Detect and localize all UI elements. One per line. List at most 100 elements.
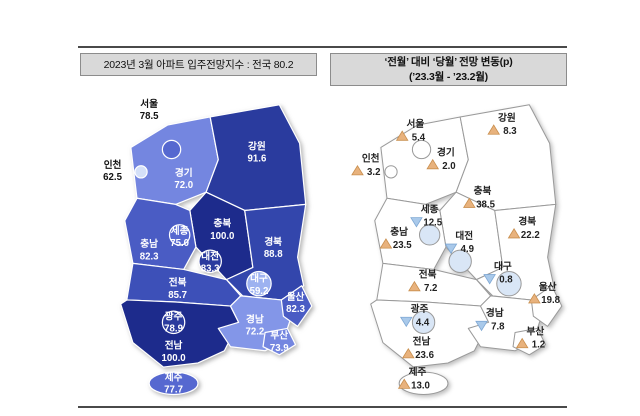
trend-down-icon	[399, 316, 413, 328]
region-outline-daegu	[496, 270, 522, 297]
region-name-gyeongbuk: 경북	[518, 216, 536, 228]
index-choropleth-map: 경기72.0강원91.6충북100.0충남82.3경북88.8전북85.7전남1…	[103, 98, 313, 396]
region-outline-jeonnam	[370, 299, 490, 368]
region-change-ulsan: 19.8	[541, 295, 560, 306]
region-change-chungbuk: 38.5	[476, 199, 495, 210]
region-value-daejeon: 83.3	[201, 263, 220, 274]
region-outline-ulsan	[530, 285, 563, 327]
region-name-daejeon: 대전	[201, 250, 219, 262]
bottom-divider	[78, 406, 567, 408]
region-name-jeonnam: 전남	[165, 340, 183, 352]
region-outline-jeju	[398, 371, 449, 396]
region-outline-seoul	[411, 139, 432, 160]
region-name-gyeonggi: 경기	[437, 147, 455, 159]
region-name-seoul: 서울	[140, 98, 158, 110]
region-name-busan: 부산	[270, 330, 288, 342]
trend-up-icon	[515, 337, 529, 349]
region-name-gyeongbuk: 경북	[264, 236, 282, 248]
region-name-jeju: 제주	[165, 371, 183, 383]
trend-down-icon	[410, 217, 423, 228]
region-outline-incheon	[384, 165, 398, 179]
region-name-chungnam: 충남	[140, 238, 158, 250]
region-name-sejong: 세종	[421, 204, 439, 216]
region-outline-gwangju	[411, 310, 436, 335]
right-map-title-line2: (’23.3월 - ’23.2월)	[409, 70, 488, 83]
region-name-jeonnam: 전남	[413, 336, 431, 348]
trend-up-icon	[507, 228, 521, 239]
region-change-jeonnam: 23.6	[415, 350, 434, 361]
left-map-header: 2023년 3월 아파트 입주전망지수 : 전국 80.2	[80, 53, 317, 76]
region-value-seoul: 78.5	[140, 111, 159, 122]
region-name-gyeonggi: 경기	[175, 167, 193, 179]
region-gwangju	[161, 310, 186, 335]
trend-up-icon	[351, 164, 364, 176]
region-value-chungnam: 82.3	[140, 251, 159, 262]
region-value-busan: 73.9	[270, 343, 289, 354]
region-change-gyeonggi: 2.0	[442, 161, 455, 172]
region-jeju	[148, 371, 199, 396]
region-value-jeonnam: 100.0	[161, 353, 185, 364]
region-value-gwangju: 78.9	[164, 323, 183, 334]
region-name-ulsan: 울산	[539, 281, 557, 293]
region-name-daegu: 대구	[494, 260, 512, 272]
right-map-header: ‘전월’ 대비 ‘당월’ 전망 변동(p) (’23.3월 - ’23.2월)	[330, 53, 567, 86]
trend-down-icon	[475, 320, 488, 332]
region-name-chungnam: 충남	[390, 226, 408, 238]
region-name-chungbuk: 충북	[474, 185, 492, 197]
region-value-gyeongbuk: 88.8	[264, 249, 283, 260]
trend-up-icon	[379, 238, 393, 249]
trend-up-icon	[397, 378, 411, 389]
region-name-sejong: 세종	[171, 225, 189, 237]
region-change-busan: 1.2	[532, 340, 545, 351]
region-change-daegu: 0.8	[499, 275, 513, 286]
region-sejong	[168, 224, 191, 246]
region-value-jeju: 77.7	[164, 384, 183, 395]
change-symbol-map: 경기 2.0 강원 8.3 충북 38.5 충남 23.5 경북 22.2 전북 7.2 전남 23.6 경…	[351, 104, 563, 396]
region-daejeon	[198, 249, 222, 274]
trend-down-icon	[483, 274, 496, 285]
region-daegu	[246, 270, 272, 297]
region-change-incheon: 3.2	[367, 167, 380, 178]
region-gyeonggi	[130, 116, 219, 205]
index-map-shapes	[120, 104, 313, 396]
region-change-jeju: 13.0	[411, 380, 430, 391]
region-name-gwangju: 광주	[165, 310, 183, 322]
trend-up-icon	[462, 197, 476, 208]
top-divider	[78, 46, 567, 48]
left-map-title: 2023년 3월 아파트 입주전망지수 : 전국 80.2	[103, 59, 294, 71]
region-name-jeonbuk: 전북	[419, 269, 437, 281]
region-change-gyeongbuk: 22.2	[521, 230, 540, 241]
region-change-seoul: 5.4	[412, 132, 426, 143]
region-change-jeonbuk: 7.2	[424, 283, 437, 294]
right-map-title-line1: ‘전월’ 대비 ‘당월’ 전망 변동(p)	[384, 56, 513, 69]
region-change-daejeon: 4.9	[461, 244, 474, 255]
region-outline-busan	[512, 327, 547, 356]
region-chungnam	[124, 197, 197, 271]
region-change-sejong: 12.5	[423, 218, 442, 229]
region-name-gangwon: 강원	[248, 140, 266, 152]
region-value-jeonbuk: 85.7	[168, 290, 187, 301]
region-name-jeonbuk: 전북	[169, 277, 187, 289]
trend-up-icon	[395, 130, 409, 141]
region-name-ulsan: 울산	[287, 291, 305, 303]
region-name-incheon: 인천	[104, 159, 122, 171]
trend-up-icon	[528, 293, 541, 304]
trend-up-icon	[426, 158, 440, 170]
region-name-busan: 부산	[527, 326, 545, 338]
region-name-daejeon: 대전	[455, 230, 473, 242]
region-value-ulsan: 82.3	[286, 304, 305, 315]
region-value-incheon: 62.5	[103, 172, 122, 183]
region-change-chungnam: 23.5	[393, 240, 412, 251]
trend-up-icon	[487, 124, 501, 135]
region-change-gyeongnam: 7.8	[491, 321, 505, 332]
trend-up-icon	[401, 347, 415, 359]
region-name-incheon: 인천	[362, 153, 380, 165]
region-value-chungbuk: 100.0	[210, 231, 234, 242]
region-name-seoul: 서울	[407, 118, 425, 130]
region-name-jeju: 제주	[409, 366, 427, 378]
region-value-gyeongnam: 72.2	[246, 327, 265, 338]
region-value-gangwon: 91.6	[248, 154, 267, 165]
region-value-gyeonggi: 72.0	[174, 180, 193, 191]
region-incheon	[134, 165, 148, 179]
